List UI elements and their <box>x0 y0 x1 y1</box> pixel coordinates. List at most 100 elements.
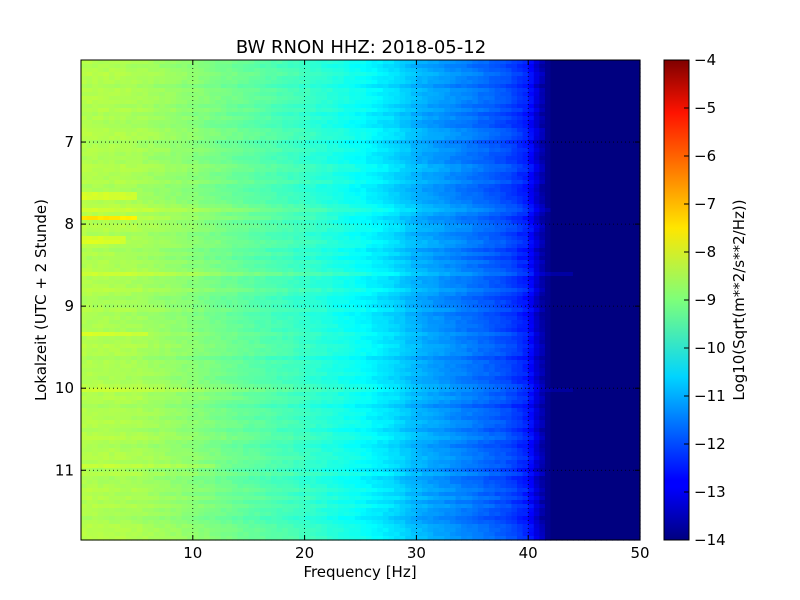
heatmap-cell <box>148 224 155 229</box>
heatmap-cell <box>181 60 188 65</box>
heatmap-cell <box>623 244 630 249</box>
heatmap-cell <box>449 160 457 165</box>
heatmap-cell <box>354 228 362 233</box>
heatmap-cell <box>243 84 250 89</box>
heatmap-cell <box>153 72 160 77</box>
heatmap-cell <box>567 116 574 121</box>
heatmap-cell <box>97 192 104 197</box>
heatmap-cell <box>600 220 608 225</box>
heatmap-cell <box>259 228 267 233</box>
heatmap-cell <box>226 164 233 169</box>
heatmap-cell <box>505 196 513 201</box>
heatmap-cell <box>136 104 144 109</box>
heatmap-cell <box>176 188 183 193</box>
heatmap-cell <box>589 112 596 117</box>
heatmap-cell <box>539 224 546 229</box>
heatmap-cell <box>511 200 518 205</box>
heatmap-cell <box>394 244 401 249</box>
heatmap-cell <box>461 240 468 245</box>
heatmap-cell <box>265 180 272 185</box>
heatmap-cell <box>153 108 160 113</box>
heatmap-cell <box>159 240 166 245</box>
heatmap-cell <box>176 224 183 229</box>
heatmap-cell <box>399 64 406 69</box>
heatmap-cell <box>220 204 227 209</box>
heatmap-cell <box>606 76 613 81</box>
heatmap-cell <box>326 252 334 257</box>
heatmap-cell <box>472 68 479 73</box>
heatmap-cell <box>92 248 99 253</box>
heatmap-cell <box>153 112 160 117</box>
heatmap-cell <box>326 92 334 97</box>
heatmap-cell <box>427 220 434 225</box>
heatmap-cell <box>215 164 222 169</box>
heatmap-cell <box>92 116 99 121</box>
heatmap-cell <box>176 108 183 113</box>
heatmap-cell <box>176 236 183 241</box>
heatmap-cell <box>310 80 317 85</box>
heatmap-cell <box>192 200 199 205</box>
heatmap-cell <box>265 164 272 169</box>
heatmap-cell <box>164 220 172 225</box>
heatmap-cell <box>114 72 121 77</box>
heatmap-cell <box>131 60 138 65</box>
heatmap-cell <box>449 120 457 125</box>
heatmap-cell <box>371 168 378 173</box>
heatmap-cell <box>338 68 345 73</box>
heatmap-cell <box>198 176 205 181</box>
heatmap-cell <box>321 252 328 257</box>
heatmap-cell <box>243 224 250 229</box>
heatmap-cell <box>528 128 535 133</box>
heatmap-cell <box>254 176 261 181</box>
heatmap-cell <box>382 236 390 241</box>
heatmap-cell <box>131 148 138 153</box>
heatmap-cell <box>170 124 177 129</box>
heatmap-cell <box>349 216 356 221</box>
heatmap-cell <box>612 168 619 173</box>
heatmap-cell <box>265 216 272 221</box>
heatmap-cell <box>343 88 350 93</box>
heatmap-cell <box>108 76 116 81</box>
heatmap-cell <box>606 220 613 225</box>
heatmap-cell <box>181 248 188 253</box>
heatmap-cell <box>617 216 624 221</box>
heatmap-cell <box>438 120 445 125</box>
heatmap-cell <box>187 208 194 213</box>
heatmap-cell <box>595 120 602 125</box>
heatmap-cell <box>444 208 451 213</box>
heatmap-cell <box>131 68 138 73</box>
heatmap-cell <box>567 84 574 89</box>
heatmap-cell <box>433 248 440 253</box>
heatmap-cell <box>148 196 155 201</box>
heatmap-cell <box>243 192 250 197</box>
heatmap-cell <box>349 156 356 161</box>
heatmap-cell <box>243 220 250 225</box>
heatmap-cell <box>86 156 93 161</box>
heatmap-cell <box>388 240 395 245</box>
heatmap-cell <box>343 64 350 69</box>
heatmap-cell <box>293 252 300 257</box>
heatmap-cell <box>617 156 624 161</box>
heatmap-cell <box>271 148 278 153</box>
heatmap-cell <box>215 112 222 117</box>
heatmap-cell <box>416 244 423 249</box>
heatmap-cell <box>332 252 339 257</box>
heatmap-cell <box>159 140 166 145</box>
heatmap-cell <box>388 188 395 193</box>
heatmap-cell <box>421 160 429 165</box>
heatmap-cell <box>148 256 155 261</box>
heatmap-cell <box>438 228 445 233</box>
heatmap-cell <box>539 216 546 221</box>
heatmap-cell <box>617 192 624 197</box>
heatmap-cell <box>321 212 328 217</box>
heatmap-cell <box>449 104 457 109</box>
heatmap-cell <box>377 156 384 161</box>
heatmap-cell <box>461 208 468 213</box>
heatmap-cell <box>561 184 568 189</box>
heatmap-cell <box>500 92 507 97</box>
heatmap-cell <box>584 104 591 109</box>
heatmap-cell <box>533 208 540 213</box>
heatmap-cell <box>148 156 155 161</box>
heatmap-cell <box>433 208 440 213</box>
heatmap-cell <box>192 184 199 189</box>
